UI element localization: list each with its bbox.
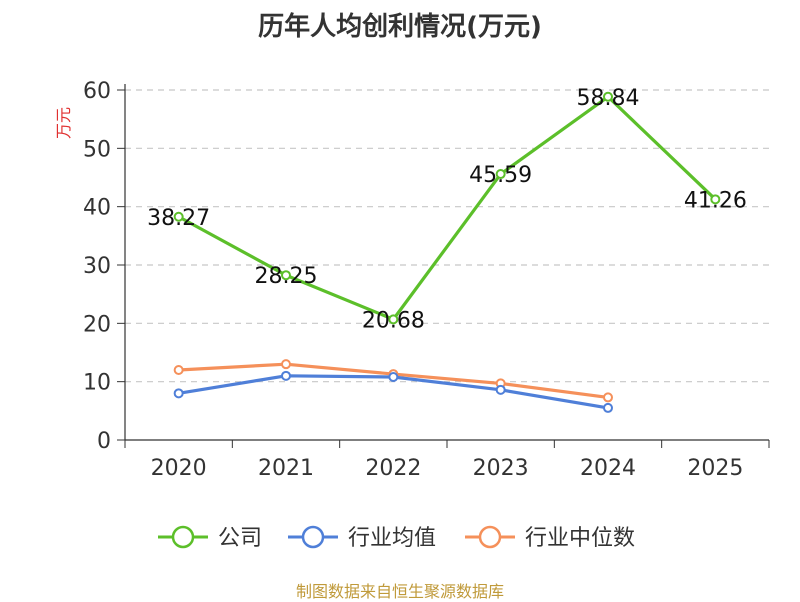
legend: 公司 行业均值 行业中位数	[158, 525, 635, 551]
chart-title: 历年人均创利情况(万元)	[258, 12, 542, 42]
series-lines	[177, 95, 717, 410]
data-label: 58.84	[577, 86, 640, 111]
y-tick-label: 40	[83, 196, 111, 221]
data-label: 28.25	[255, 264, 318, 289]
y-tick-label: 0	[97, 429, 111, 454]
data-point	[388, 372, 399, 382]
legend-label: 行业均值	[348, 526, 436, 551]
legend-label: 公司	[218, 526, 262, 551]
series-line-0	[177, 95, 717, 321]
x-tick-label: 2025	[687, 456, 743, 481]
y-tick-label: 60	[83, 79, 111, 104]
data-point	[495, 169, 506, 180]
data-point	[603, 402, 613, 413]
y-tick-label: 30	[83, 254, 111, 279]
data-labels: 38.27 28.25 20.68 45.59 58.84 41.26	[147, 86, 747, 334]
x-tick-label: 2020	[151, 456, 207, 481]
x-tick-label: 2022	[365, 456, 421, 481]
data-point	[388, 314, 399, 325]
data-label: 41.26	[684, 188, 747, 213]
data-point	[281, 359, 291, 370]
axes: 0 10 20 30 40 50 60 2020 2021 2022 2023 2024 2025	[83, 79, 770, 481]
data-point	[495, 384, 506, 395]
data-point	[603, 392, 613, 403]
data-point	[281, 270, 291, 281]
legend-marker	[301, 525, 325, 549]
y-tick-label: 50	[83, 137, 111, 162]
legend-marker	[478, 525, 502, 549]
y-tick-label: 20	[83, 312, 111, 337]
source-note: 制图数据来自恒生聚源数据库	[295, 582, 504, 601]
x-tick-label: 2021	[258, 456, 314, 481]
y-axis-label: 万元	[54, 107, 73, 139]
data-point	[281, 370, 291, 381]
data-point	[710, 194, 721, 205]
legend-marker	[171, 525, 195, 549]
x-tick-label: 2023	[473, 456, 529, 481]
data-label: 45.59	[469, 163, 532, 188]
data-point	[173, 365, 184, 375]
data-point	[173, 211, 184, 222]
data-point	[173, 388, 184, 399]
data-point	[603, 91, 613, 102]
legend-label: 行业中位数	[525, 526, 635, 551]
data-points	[173, 91, 721, 413]
grid-lines	[125, 89, 769, 383]
data-label: 20.68	[362, 308, 425, 333]
y-tick-label: 10	[83, 371, 111, 396]
data-label: 38.27	[147, 206, 210, 231]
x-tick-label: 2024	[580, 456, 636, 481]
